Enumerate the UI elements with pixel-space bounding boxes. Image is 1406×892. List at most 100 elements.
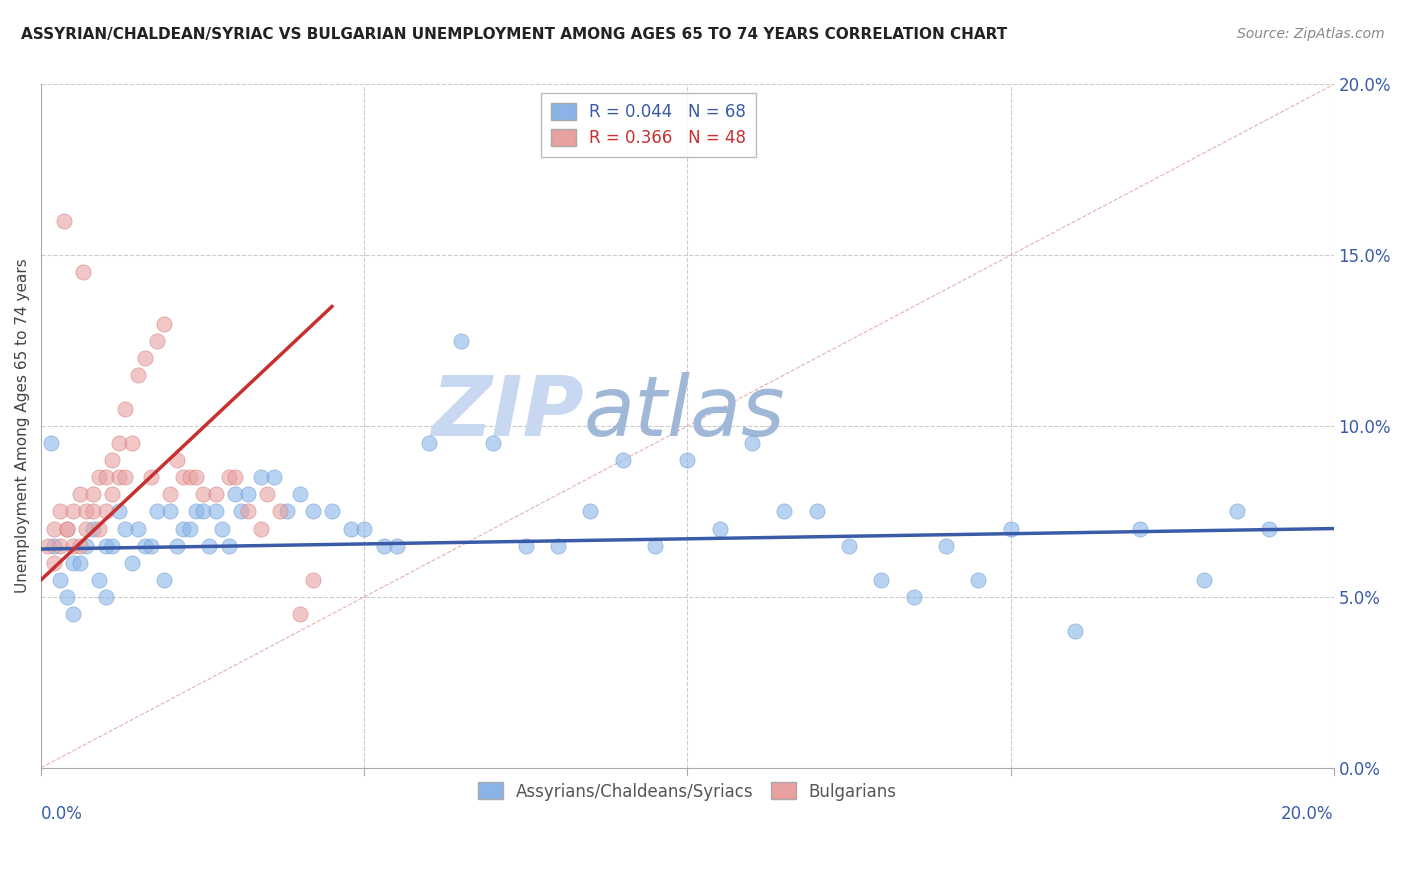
Point xyxy=(1129,522,1152,536)
Point xyxy=(288,487,311,501)
Point xyxy=(107,436,129,450)
Point xyxy=(321,504,343,518)
Point xyxy=(134,351,156,365)
Point xyxy=(159,487,181,501)
Point xyxy=(62,607,84,621)
Point xyxy=(82,487,104,501)
Point xyxy=(1064,624,1087,638)
Point xyxy=(69,487,91,501)
Point xyxy=(134,539,156,553)
Point xyxy=(482,436,505,450)
Point xyxy=(139,539,162,553)
Point xyxy=(121,436,143,450)
Point xyxy=(166,539,188,553)
Point xyxy=(204,504,226,518)
Point xyxy=(418,436,440,450)
Point xyxy=(107,470,129,484)
Point xyxy=(153,317,176,331)
Point xyxy=(101,539,124,553)
Point xyxy=(250,470,273,484)
Point xyxy=(49,573,72,587)
Point xyxy=(340,522,363,536)
Point xyxy=(870,573,893,587)
Point xyxy=(1000,522,1022,536)
Point xyxy=(191,487,214,501)
Point xyxy=(224,487,246,501)
Text: atlas: atlas xyxy=(583,372,786,453)
Point xyxy=(94,590,117,604)
Point xyxy=(146,504,169,518)
Point xyxy=(89,470,111,484)
Point xyxy=(75,539,97,553)
Point xyxy=(94,539,117,553)
Point xyxy=(250,522,273,536)
Legend: Assyrians/Chaldeans/Syriacs, Bulgarians: Assyrians/Chaldeans/Syriacs, Bulgarians xyxy=(471,776,904,807)
Point xyxy=(236,487,259,501)
Point xyxy=(263,470,285,484)
Point xyxy=(146,334,169,348)
Point xyxy=(127,522,149,536)
Point xyxy=(172,470,194,484)
Point xyxy=(69,556,91,570)
Point xyxy=(107,504,129,518)
Point xyxy=(114,470,136,484)
Point xyxy=(75,504,97,518)
Point xyxy=(301,573,323,587)
Text: ZIP: ZIP xyxy=(432,372,583,453)
Point xyxy=(676,453,699,467)
Point xyxy=(139,470,162,484)
Point xyxy=(82,504,104,518)
Point xyxy=(39,436,62,450)
Point xyxy=(62,504,84,518)
Point xyxy=(89,573,111,587)
Point xyxy=(385,539,408,553)
Point xyxy=(49,539,72,553)
Point xyxy=(75,522,97,536)
Text: ASSYRIAN/CHALDEAN/SYRIAC VS BULGARIAN UNEMPLOYMENT AMONG AGES 65 TO 74 YEARS COR: ASSYRIAN/CHALDEAN/SYRIAC VS BULGARIAN UN… xyxy=(21,27,1007,42)
Point xyxy=(56,590,79,604)
Point xyxy=(101,487,124,501)
Point xyxy=(373,539,395,553)
Point xyxy=(1258,522,1281,536)
Point xyxy=(62,539,84,553)
Point xyxy=(94,504,117,518)
Point xyxy=(94,470,117,484)
Point xyxy=(56,522,79,536)
Point xyxy=(612,453,634,467)
Point xyxy=(42,556,65,570)
Point xyxy=(49,504,72,518)
Point xyxy=(579,504,602,518)
Point xyxy=(37,539,59,553)
Point xyxy=(741,436,763,450)
Point xyxy=(101,453,124,467)
Point xyxy=(52,214,75,228)
Point xyxy=(186,504,208,518)
Point xyxy=(204,487,226,501)
Point xyxy=(773,504,796,518)
Point xyxy=(644,539,666,553)
Point xyxy=(256,487,278,501)
Point xyxy=(191,504,214,518)
Point xyxy=(198,539,221,553)
Point xyxy=(301,504,323,518)
Point xyxy=(218,470,240,484)
Point xyxy=(82,522,104,536)
Point xyxy=(547,539,569,553)
Point xyxy=(172,522,194,536)
Y-axis label: Unemployment Among Ages 65 to 74 years: Unemployment Among Ages 65 to 74 years xyxy=(15,259,30,593)
Point xyxy=(42,539,65,553)
Point xyxy=(127,368,149,382)
Point xyxy=(224,470,246,484)
Point xyxy=(56,522,79,536)
Point xyxy=(121,556,143,570)
Point xyxy=(218,539,240,553)
Text: 0.0%: 0.0% xyxy=(41,805,83,823)
Point xyxy=(806,504,828,518)
Point xyxy=(515,539,537,553)
Point xyxy=(114,402,136,417)
Point xyxy=(166,453,188,467)
Point xyxy=(72,265,94,279)
Point xyxy=(114,522,136,536)
Point xyxy=(1226,504,1249,518)
Text: 20.0%: 20.0% xyxy=(1281,805,1334,823)
